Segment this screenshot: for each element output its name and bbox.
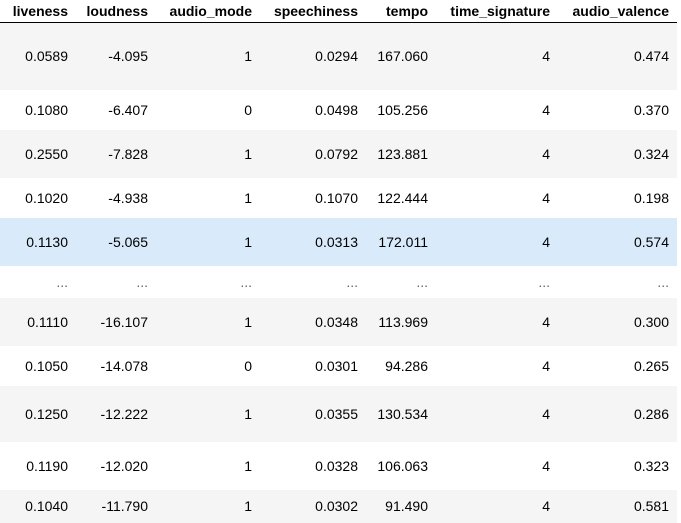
cell-time-signature: 4 bbox=[542, 457, 550, 474]
cell-speechiness: 0.0348 bbox=[315, 313, 358, 330]
cell-tempo: 91.490 bbox=[385, 498, 428, 514]
cell-audio-valence: 0.323 bbox=[633, 457, 669, 474]
table-row: 0.1110 -16.107 1 0.0348 113.969 4 0.300 bbox=[0, 297, 677, 346]
cell-loudness: -7.828 bbox=[108, 145, 148, 162]
cell-time-signature: 4 bbox=[542, 189, 550, 206]
cell-tempo: 130.534 bbox=[377, 405, 428, 422]
cell-liveness: ... bbox=[56, 273, 68, 290]
cell-tempo: 172.011 bbox=[378, 233, 428, 250]
cell-loudness: -16.107 bbox=[100, 313, 148, 330]
cell-time-signature: 4 bbox=[542, 101, 550, 118]
cell-liveness: 0.1250 bbox=[25, 405, 68, 422]
cell-audio-mode: 1 bbox=[244, 405, 252, 422]
cell-speechiness: 0.1070 bbox=[315, 189, 358, 206]
table-row: 0.0589 -4.095 1 0.0294 167.060 4 0.474 bbox=[0, 22, 677, 90]
cell-tempo: 122.444 bbox=[377, 189, 428, 206]
cell-time-signature: 4 bbox=[542, 233, 550, 250]
column-header-liveness: liveness bbox=[0, 0, 76, 23]
table-row: 0.1250 -12.222 1 0.0355 130.534 4 0.286 bbox=[0, 385, 677, 442]
table-row: 0.1080 -6.407 0 0.0498 105.256 4 0.370 bbox=[0, 89, 677, 130]
table-row: 0.1020 -4.938 1 0.1070 122.444 4 0.198 bbox=[0, 177, 677, 218]
cell-speechiness: 0.0498 bbox=[315, 101, 358, 118]
cell-speechiness: 0.0355 bbox=[315, 405, 358, 422]
cell-audio-mode: 1 bbox=[244, 189, 252, 206]
cell-tempo: 167.060 bbox=[377, 48, 428, 65]
cell-liveness: 0.0589 bbox=[25, 48, 68, 65]
cell-audio-valence: 0.198 bbox=[633, 189, 669, 206]
cell-liveness: 0.1020 bbox=[25, 189, 68, 206]
cell-liveness: 0.1050 bbox=[25, 357, 68, 374]
cell-audio-valence: 0.300 bbox=[633, 313, 669, 330]
column-header-tempo: tempo bbox=[366, 0, 436, 23]
ellipsis-row: ..................... bbox=[0, 265, 677, 298]
cell-time-signature: 4 bbox=[542, 405, 550, 422]
column-header-loudness: loudness bbox=[76, 0, 156, 23]
cell-tempo: 94.286 bbox=[385, 357, 428, 374]
cell-liveness: 0.1190 bbox=[26, 457, 68, 474]
cell-liveness: 0.1080 bbox=[25, 101, 68, 118]
cell-tempo: 106.063 bbox=[377, 457, 428, 474]
cell-liveness: 0.2550 bbox=[25, 145, 68, 162]
cell-liveness: 0.1040 bbox=[25, 498, 68, 514]
cell-loudness: -12.020 bbox=[100, 457, 148, 474]
cell-time-signature: 4 bbox=[542, 498, 550, 514]
header-row: liveness loudness audio_mode speechiness tem… bbox=[0, 0, 677, 23]
cell-loudness: -4.095 bbox=[108, 48, 148, 65]
cell-speechiness: 0.0792 bbox=[315, 145, 358, 162]
cell-audio-mode: 1 bbox=[244, 48, 252, 65]
cell-audio-valence: 0.286 bbox=[633, 405, 669, 422]
cell-tempo: 123.881 bbox=[377, 145, 428, 162]
cell-audio-mode: 1 bbox=[244, 145, 252, 162]
column-header-time-signature: time_signature bbox=[436, 0, 558, 23]
table-row: 0.1050 -14.078 0 0.0301 94.286 4 0.265 bbox=[0, 345, 677, 386]
cell-time-signature: 4 bbox=[542, 48, 550, 65]
cell-loudness: -5.065 bbox=[108, 233, 148, 250]
cell-audio-mode: 0 bbox=[244, 357, 252, 374]
table-row: 0.1040 -11.790 1 0.0302 91.490 4 0.581 bbox=[0, 489, 677, 523]
cell-tempo: ... bbox=[416, 273, 428, 290]
cell-audio-mode: 1 bbox=[244, 313, 252, 330]
cell-loudness: -14.078 bbox=[100, 357, 148, 374]
cell-audio-mode: 1 bbox=[244, 498, 252, 514]
table-row: 0.2550 -7.828 1 0.0792 123.881 4 0.324 bbox=[0, 129, 677, 178]
cell-loudness: -12.222 bbox=[100, 405, 148, 422]
cell-loudness: -4.938 bbox=[108, 189, 148, 206]
cell-audio-valence: ... bbox=[657, 273, 669, 290]
cell-loudness: ... bbox=[136, 273, 148, 290]
cell-time-signature: 4 bbox=[542, 145, 550, 162]
column-header-audio-mode: audio_mode bbox=[156, 0, 260, 23]
cell-audio-valence: 0.324 bbox=[633, 145, 669, 162]
cell-loudness: -6.407 bbox=[108, 101, 148, 118]
cell-audio-valence: 0.474 bbox=[633, 48, 669, 65]
cell-loudness: -11.790 bbox=[101, 498, 148, 514]
cell-speechiness: ... bbox=[346, 273, 358, 290]
cell-speechiness: 0.0313 bbox=[315, 233, 358, 250]
cell-audio-mode: ... bbox=[240, 273, 252, 290]
column-header-speechiness: speechiness bbox=[260, 0, 366, 23]
table-body: 0.0589 -4.095 1 0.0294 167.060 4 0.474 0.1080 -6… bbox=[0, 22, 677, 523]
cell-time-signature: 4 bbox=[542, 357, 550, 374]
cell-speechiness: 0.0302 bbox=[315, 498, 358, 514]
cell-audio-valence: 0.265 bbox=[633, 357, 669, 374]
cell-speechiness: 0.0328 bbox=[315, 457, 358, 474]
column-header-audio-valence: audio_valence bbox=[558, 0, 677, 23]
table-row: 0.1130 -5.065 1 0.0313 172.011 4 0.574 bbox=[0, 217, 677, 266]
cell-time-signature: 4 bbox=[542, 313, 550, 330]
cell-speechiness: 0.0294 bbox=[315, 48, 358, 65]
cell-liveness: 0.1110 bbox=[27, 313, 68, 330]
cell-audio-valence: 0.581 bbox=[633, 498, 669, 514]
cell-audio-valence: 0.574 bbox=[633, 233, 669, 250]
cell-tempo: 105.256 bbox=[377, 101, 428, 118]
cell-tempo: 113.969 bbox=[378, 313, 428, 330]
cell-liveness: 0.1130 bbox=[26, 233, 68, 250]
table-row: 0.1190 -12.020 1 0.0328 106.063 4 0.323 bbox=[0, 441, 677, 490]
cell-audio-mode: 1 bbox=[244, 457, 252, 474]
cell-audio-valence: 0.370 bbox=[633, 101, 669, 118]
cell-audio-mode: 1 bbox=[244, 233, 252, 250]
cell-time-signature: ... bbox=[538, 273, 550, 290]
cell-audio-mode: 0 bbox=[244, 101, 252, 118]
cell-speechiness: 0.0301 bbox=[315, 357, 358, 374]
